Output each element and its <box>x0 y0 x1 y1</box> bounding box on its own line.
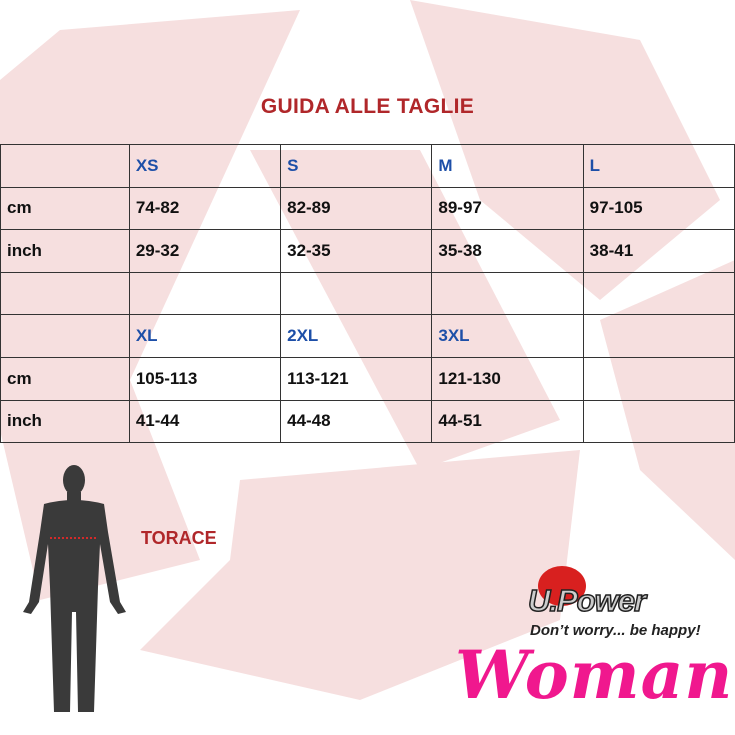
size-header-cell <box>582 314 735 358</box>
size-header-cell: 3XL <box>431 314 584 358</box>
table-row: XL 2XL 3XL <box>0 314 735 358</box>
size-header-cell: XL <box>128 314 282 358</box>
size-header-cell: L <box>582 144 735 188</box>
table-cell: 121-130 <box>431 356 584 401</box>
table-cell <box>128 271 282 316</box>
table-cell <box>431 271 584 316</box>
table-cell: 32-35 <box>280 229 433 273</box>
table-cell: inch <box>0 229 130 273</box>
table-cell: cm <box>0 186 130 231</box>
table-cell <box>582 399 735 444</box>
table-cell: inch <box>0 399 130 444</box>
table-cell: cm <box>0 356 130 401</box>
upower-lion-logo-icon <box>538 566 586 606</box>
page-title: GUIDA ALLE TAGLIE <box>260 95 475 118</box>
size-header-cell: M <box>431 144 584 188</box>
table-cell: 41-44 <box>128 399 282 444</box>
woman-line-label: Woman <box>455 636 734 714</box>
body-silhouette-icon <box>23 465 126 712</box>
table-cell: 113-121 <box>280 356 433 401</box>
table-cell: 44-51 <box>431 399 584 444</box>
table-cell <box>0 144 130 188</box>
brand-tagline: Don’t worry... be happy! <box>530 622 701 639</box>
table-row <box>0 271 735 316</box>
table-row: inch 41-44 44-48 44-51 <box>0 399 735 444</box>
table-cell: 89-97 <box>431 186 584 231</box>
table-cell: 44-48 <box>280 399 433 444</box>
table-cell <box>0 271 130 316</box>
table-cell: 105-113 <box>128 356 282 401</box>
table-cell: 35-38 <box>431 229 584 273</box>
table-row: cm 105-113 113-121 121-130 <box>0 356 735 401</box>
size-header-cell: XS <box>128 144 282 188</box>
table-row: cm 74-82 82-89 89-97 97-105 <box>0 186 735 231</box>
table-cell <box>582 356 735 401</box>
table-cell: 74-82 <box>128 186 282 231</box>
size-header-cell: 2XL <box>280 314 433 358</box>
table-row: inch 29-32 32-35 35-38 38-41 <box>0 229 735 273</box>
size-header-cell: S <box>280 144 433 188</box>
table-cell: 38-41 <box>582 229 735 273</box>
brand-logo: U.Power <box>527 582 647 619</box>
table-row: XS S M L <box>0 144 735 188</box>
table-cell <box>280 271 433 316</box>
table-cell <box>582 271 735 316</box>
table-cell: 29-32 <box>128 229 282 273</box>
table-cell <box>0 314 130 358</box>
table-cell: 97-105 <box>582 186 735 231</box>
chest-label: TORACE <box>141 528 217 548</box>
table-cell: 82-89 <box>280 186 433 231</box>
